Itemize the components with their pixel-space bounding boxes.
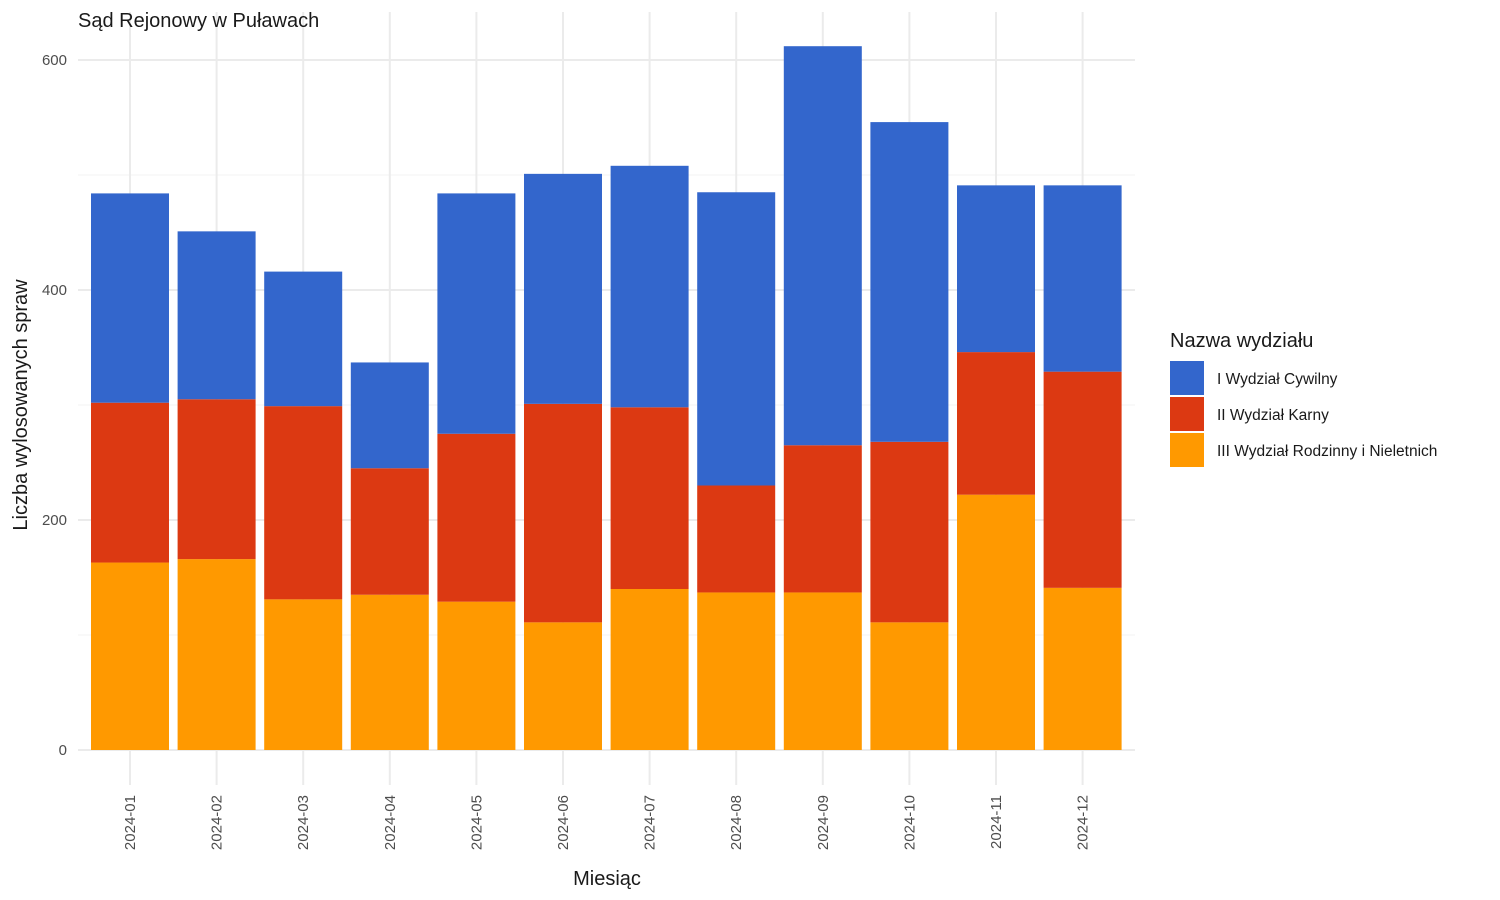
bar-segment xyxy=(91,562,169,750)
bar-segment xyxy=(1043,587,1122,750)
y-tick-label: 0 xyxy=(59,742,67,759)
bar-segment xyxy=(524,403,602,623)
bar-segment xyxy=(697,192,776,486)
x-tick-label: 2024-11 xyxy=(988,795,1005,849)
bar-segment xyxy=(610,589,689,750)
y-tick-label: 600 xyxy=(42,52,67,69)
bar-segment xyxy=(177,559,256,750)
x-tick-label: 2024-12 xyxy=(1075,795,1092,850)
bar-segment xyxy=(697,485,776,593)
bar-segment xyxy=(1043,185,1122,372)
legend-label: II Wydział Karny xyxy=(1217,407,1329,424)
bar-segment xyxy=(264,271,343,407)
x-tick-label: 2024-09 xyxy=(815,795,832,850)
bar-segment xyxy=(91,402,169,563)
bar-segment xyxy=(264,406,343,600)
bar-segment xyxy=(524,622,602,750)
bars xyxy=(91,46,1122,750)
bar-segment xyxy=(91,193,169,403)
bar-segment xyxy=(870,622,949,750)
bar-segment xyxy=(610,407,689,589)
legend-swatch xyxy=(1170,361,1204,395)
x-tick-label: 2024-03 xyxy=(295,795,312,850)
legend-swatch xyxy=(1170,397,1204,431)
y-axis-ticks: 0 200 400 600 xyxy=(42,52,67,759)
x-tick-label: 2024-07 xyxy=(642,795,659,850)
bar-segment xyxy=(610,165,689,408)
bar-segment xyxy=(783,445,862,593)
x-tick-label: 2024-01 xyxy=(122,795,139,850)
bar-segment xyxy=(1043,371,1122,588)
legend-label: III Wydział Rodzinny i Nieletnich xyxy=(1217,443,1437,460)
chart-title: Sąd Rejonowy w Puławach xyxy=(78,10,319,32)
bar-segment xyxy=(177,399,256,560)
bar-segment xyxy=(177,231,256,400)
bar-segment xyxy=(957,352,1035,495)
x-tick-label: 2024-10 xyxy=(901,795,918,850)
bar-segment xyxy=(870,122,949,442)
legend-label: I Wydział Cywilny xyxy=(1217,371,1338,388)
y-tick-label: 200 xyxy=(42,512,67,529)
x-tick-label: 2024-08 xyxy=(728,795,745,850)
bar-segment xyxy=(264,599,343,750)
legend-swatch xyxy=(1170,433,1204,467)
bar-segment xyxy=(957,494,1035,750)
y-axis-title: Liczba wylosowanych spraw xyxy=(10,279,32,531)
x-axis-ticks: 2024-01 2024-02 2024-03 2024-04 2024-05 2024-… xyxy=(122,795,1092,850)
bar-segment xyxy=(783,46,862,446)
bar-segment xyxy=(437,193,516,434)
y-tick-label: 400 xyxy=(42,282,67,299)
legend: Nazwa wydziału I Wydział Cywilny II Wydzi… xyxy=(1170,330,1437,467)
bar-segment xyxy=(783,592,862,750)
bar-segment xyxy=(350,468,429,595)
bar-segment xyxy=(437,433,516,602)
bar-segment xyxy=(350,362,429,469)
bar-segment xyxy=(524,173,602,404)
bar-segment xyxy=(957,185,1035,353)
bar-segment xyxy=(437,601,516,750)
x-axis-title: Miesiąc xyxy=(573,868,641,890)
x-tick-label: 2024-06 xyxy=(555,795,572,850)
x-tick-label: 2024-04 xyxy=(382,795,399,850)
x-tick-label: 2024-02 xyxy=(209,795,226,850)
bar-segment xyxy=(870,441,949,623)
legend-title: Nazwa wydziału xyxy=(1170,330,1313,352)
x-tick-label: 2024-05 xyxy=(468,795,485,850)
bar-segment xyxy=(350,594,429,750)
bar-segment xyxy=(697,592,776,750)
